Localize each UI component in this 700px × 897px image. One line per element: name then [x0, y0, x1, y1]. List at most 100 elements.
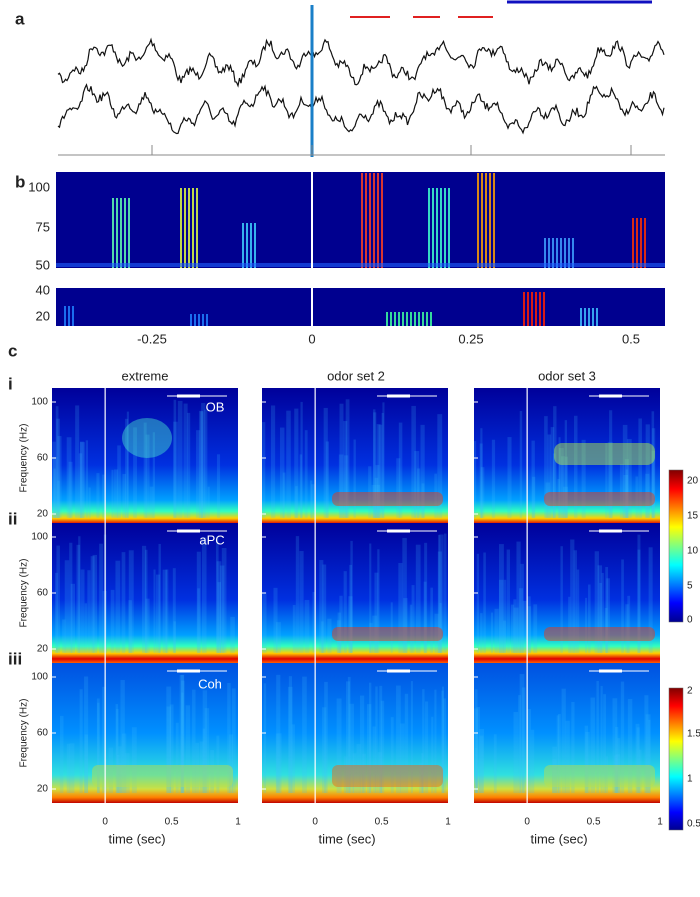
stripe	[202, 690, 208, 793]
stripe	[97, 702, 100, 793]
stripe	[609, 410, 613, 518]
stripe	[117, 445, 121, 518]
stripe	[84, 676, 89, 793]
hot-band	[92, 765, 233, 787]
stripe	[372, 615, 378, 653]
y-tick-label: 20	[37, 644, 49, 655]
stripe	[648, 719, 651, 793]
stripe	[390, 602, 393, 653]
stripe	[361, 173, 363, 268]
stripe	[194, 314, 196, 326]
stripe	[348, 596, 353, 653]
stripe	[310, 480, 313, 518]
stripe	[638, 749, 642, 793]
row-label: i	[8, 374, 13, 393]
stripe	[210, 749, 215, 793]
stripe	[78, 453, 83, 518]
stripe	[560, 546, 563, 653]
stripe	[177, 400, 183, 518]
stripe	[349, 703, 354, 793]
row-label: iii	[8, 649, 22, 668]
stripe	[369, 173, 371, 268]
stripe	[128, 550, 134, 653]
stripe	[645, 714, 651, 793]
stripe	[644, 695, 649, 793]
x-tick-label: 0	[524, 817, 530, 828]
stripe	[565, 720, 570, 793]
stripe	[552, 238, 554, 268]
stripe	[162, 569, 168, 653]
stripe	[606, 578, 610, 653]
stripe	[518, 588, 523, 653]
stripe	[196, 551, 201, 653]
stripe	[242, 223, 244, 268]
stripe	[480, 613, 483, 653]
stripe	[520, 563, 524, 653]
stripe	[299, 454, 303, 518]
stripe	[197, 588, 200, 653]
stripe	[286, 410, 291, 518]
stripe	[619, 464, 624, 518]
stripe	[273, 587, 278, 653]
stripe	[118, 762, 122, 793]
stripe	[149, 486, 154, 518]
stripe	[118, 746, 122, 793]
stripe	[79, 689, 83, 793]
stripe	[632, 218, 634, 268]
stripe	[254, 223, 256, 268]
stripe	[623, 474, 629, 518]
stripe	[434, 613, 439, 653]
stripe	[402, 312, 404, 326]
stripe	[636, 727, 640, 793]
stripe	[605, 756, 609, 793]
stripe	[479, 443, 483, 518]
stripe	[428, 188, 430, 268]
stripe	[64, 306, 66, 326]
stripe	[96, 698, 100, 793]
stripe	[120, 198, 122, 268]
column-title: extreme	[122, 368, 169, 383]
stripe	[635, 476, 639, 518]
stripe	[181, 692, 184, 793]
stripe	[624, 459, 629, 518]
stripe	[400, 723, 405, 793]
stripe	[352, 753, 357, 793]
stripe	[345, 399, 350, 518]
stripe	[377, 173, 379, 268]
stripe	[142, 545, 147, 653]
stripe	[187, 412, 191, 518]
stripe	[535, 292, 537, 326]
stripe	[68, 306, 70, 326]
stripe	[381, 173, 383, 268]
stripe	[349, 564, 353, 653]
stripe	[417, 468, 421, 518]
stripe	[291, 724, 295, 793]
stripe	[322, 564, 327, 653]
stripe	[115, 560, 121, 653]
stripe	[57, 436, 62, 518]
stripe	[72, 306, 74, 326]
stripe	[437, 534, 441, 653]
stripe	[448, 188, 450, 268]
stripe	[70, 583, 75, 653]
stripe	[439, 603, 442, 653]
stripe	[121, 733, 127, 793]
panel-label: a	[15, 9, 25, 28]
stripe	[374, 477, 379, 518]
stripe	[503, 579, 507, 653]
stripe	[493, 173, 495, 268]
stripe	[533, 604, 538, 653]
stripe	[603, 694, 607, 793]
stripe	[128, 198, 130, 268]
stripe	[531, 440, 535, 518]
stripe	[651, 411, 655, 518]
stripe	[548, 238, 550, 268]
stripe	[581, 439, 586, 518]
stripe	[612, 698, 618, 793]
stripe	[79, 441, 84, 518]
stripe	[627, 595, 631, 653]
x-axis-label: time (sec)	[530, 831, 587, 846]
stripe	[282, 472, 286, 518]
stripe	[378, 424, 383, 518]
stripe	[553, 406, 557, 518]
